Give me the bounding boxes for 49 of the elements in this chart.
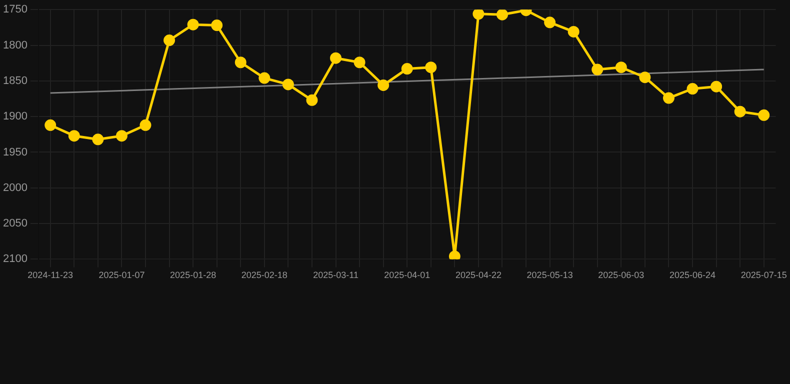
point: [68, 130, 80, 142]
point: [639, 72, 651, 84]
y-tick-label: 2000: [2, 182, 28, 194]
point: [354, 56, 366, 68]
point: [164, 34, 176, 46]
point: [401, 63, 413, 75]
x-tick-label: 2025-04-22: [455, 270, 502, 280]
x-tick-label: 2025-07-15: [740, 270, 787, 280]
y-tick-label: 1800: [2, 39, 28, 52]
x-tick-label: 2025-06-24: [669, 270, 716, 280]
point: [448, 250, 460, 260]
point: [234, 56, 246, 68]
point: [734, 106, 746, 118]
point: [187, 18, 199, 30]
point: [544, 16, 556, 28]
x-tick-label: 2025-01-28: [170, 270, 216, 280]
y-tick-label: 1950: [2, 146, 28, 158]
point: [330, 52, 342, 64]
x-tick-label: 2025-02-18: [241, 270, 288, 280]
x-tick-label: 2025-03-11: [313, 270, 358, 280]
y-tick-label: 1850: [2, 74, 28, 87]
x-tick-label: 2025-06-03: [598, 270, 644, 280]
point: [662, 92, 674, 104]
point: [378, 79, 390, 91]
x-tick-label: 2024-11-23: [28, 270, 74, 280]
point: [592, 64, 604, 76]
x-tick-label: 2025-04-01: [384, 270, 430, 280]
point: [140, 119, 152, 131]
point: [282, 78, 294, 90]
y-tick-label: 2100: [2, 253, 28, 266]
y-tick-label: 2050: [2, 218, 28, 230]
point: [568, 26, 580, 38]
y-tick-label: 1900: [2, 110, 28, 123]
x-tick-label: 2025-01-07: [98, 270, 145, 280]
point: [92, 134, 104, 146]
point: [758, 109, 770, 121]
point: [44, 119, 56, 131]
point: [116, 130, 128, 142]
point: [425, 62, 437, 74]
x-tick-label: 2025-05-13: [526, 270, 573, 280]
point: [258, 72, 270, 84]
point: [615, 62, 627, 74]
point: [710, 80, 722, 92]
point: [496, 10, 508, 20]
y-tick-label: 1750: [2, 4, 28, 16]
point: [686, 83, 698, 95]
point: [472, 10, 484, 20]
point: [306, 94, 318, 106]
point: [211, 20, 223, 32]
